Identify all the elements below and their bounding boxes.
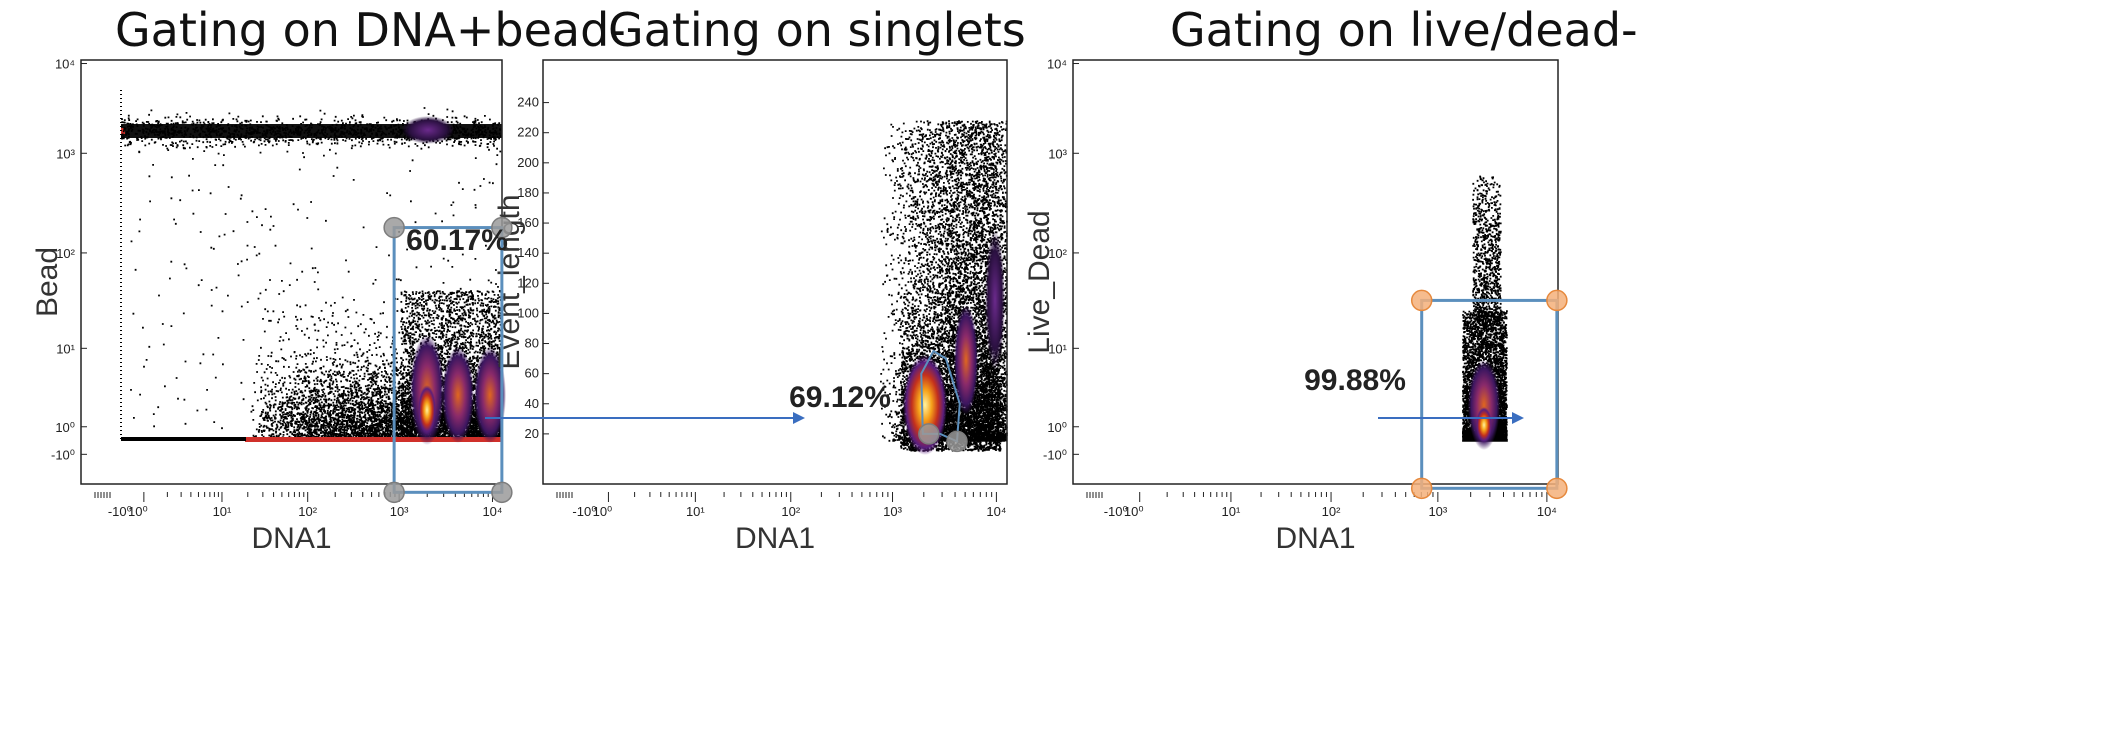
density-lobe-2 [954, 305, 978, 415]
gate-2-handle-2 [918, 423, 940, 445]
gate-1-handle-3 [383, 481, 405, 504]
gate-3-handle-4 [1546, 477, 1568, 500]
live-cells-tail [1472, 175, 1502, 327]
x-tick-label: 10⁴ [986, 504, 1006, 519]
y-tick-label: 80 [525, 336, 539, 351]
y-tick-label: 60 [525, 366, 539, 381]
x-tick-label: 10¹ [213, 504, 232, 519]
x-axis-label: DNA1 [251, 522, 331, 555]
y-axis-label: Bead [31, 247, 64, 317]
x-tick-label: 10¹ [1222, 504, 1241, 519]
x-axis-label: DNA1 [735, 522, 815, 555]
y-tick-label: 10³ [1048, 146, 1067, 161]
plot-frame [542, 59, 1008, 485]
x-tick-label: 10⁴ [1537, 504, 1557, 519]
gate-1-handle-1 [383, 216, 405, 239]
y-tick-label: 10⁰ [1047, 420, 1067, 435]
density-lobe [1468, 360, 1500, 450]
panel-3-title: Gating on live/dead- [1170, 3, 1638, 57]
x-tick-label: 10³ [390, 504, 409, 519]
y-tick-label: 120 [517, 275, 539, 290]
y-tick-label: 10⁰ [55, 420, 75, 435]
y-tick-label: 40 [525, 396, 539, 411]
x-tick-label: 10⁴ [482, 504, 502, 519]
density-lobe-3 [985, 230, 1005, 370]
x-axis-label: DNA1 [1275, 522, 1355, 555]
plot-frame [1072, 59, 1559, 485]
y-tick-label: 10¹ [56, 341, 75, 356]
x-tick-label: 10² [1322, 504, 1341, 519]
y-tick-label: 180 [517, 185, 539, 200]
gate-3-percentage: 99.88% [1304, 364, 1406, 397]
gates-layer: 60.17% 69.12% 99.88% [383, 216, 1568, 504]
gate-2-percentage: 69.12% [789, 381, 891, 414]
density-peak [1476, 407, 1492, 443]
y-tick-label: -10⁰ [1043, 447, 1067, 462]
y-tick-label: 200 [517, 155, 539, 170]
density-peak [418, 385, 436, 435]
gate-1-rectangle [392, 226, 504, 494]
x-tick-label: 10³ [1428, 504, 1447, 519]
density-layer [120, 90, 1508, 455]
gate-2-polygon [920, 349, 961, 443]
gate-3-handle-3 [1410, 477, 1433, 500]
gate-3-handle-1 [1410, 289, 1433, 312]
panel-1-title: Gating on DNA+bead- [115, 3, 626, 57]
x-tick-label: 10¹ [686, 504, 705, 519]
density-lobe-2 [442, 347, 474, 443]
y-tick-label: 10³ [56, 146, 75, 161]
gate-1-handle-4 [491, 481, 513, 504]
gate-1-percentage: 60.17% [406, 224, 508, 257]
gate-3-rectangle [1420, 298, 1559, 490]
live-cells-tail-points [1472, 175, 1502, 327]
gate-1-handle-2 [491, 216, 513, 239]
y-axis-label: Live_Dead [1023, 210, 1056, 353]
y-tick-label: 100 [517, 305, 539, 320]
x-tick-label: 10² [781, 504, 800, 519]
x-tick-label: -10⁰ [1104, 504, 1128, 519]
y-tick-label: 10² [1048, 246, 1067, 261]
y-tick-label: 240 [517, 95, 539, 110]
y-tick-label: 140 [517, 245, 539, 260]
x-tick-label: 10² [298, 504, 317, 519]
baseline-stripe [245, 437, 502, 442]
y-tick-label: 10¹ [1048, 341, 1067, 356]
x-tick-label: -10⁰ [108, 504, 132, 519]
x-tick-label: 10⁰ [1124, 504, 1144, 519]
y-tick-label: -10⁰ [51, 447, 75, 462]
y-tick-label: 10² [56, 246, 75, 261]
bead-band-hotspot [402, 116, 454, 144]
cells-cloud-base-points [250, 311, 502, 442]
y-tick-label: 220 [517, 125, 539, 140]
x-tick-label: 10³ [883, 504, 902, 519]
y-tick-label: 160 [517, 215, 539, 230]
cells-cloud-base [250, 311, 502, 442]
y-tick-label: 10⁴ [55, 57, 75, 72]
panel-2-title: Gating on singlets [608, 3, 1026, 57]
x-tick-label: -10⁰ [572, 504, 596, 519]
y-tick-label: 20 [525, 426, 539, 441]
baseline-left [121, 437, 246, 441]
x-tick-label: 10⁰ [593, 504, 613, 519]
y-tick-label: 10⁴ [1047, 57, 1067, 72]
gate-3-handle-2 [1546, 289, 1568, 312]
gate-2-handle-1 [946, 430, 968, 453]
x-tick-label: 10⁰ [128, 504, 148, 519]
